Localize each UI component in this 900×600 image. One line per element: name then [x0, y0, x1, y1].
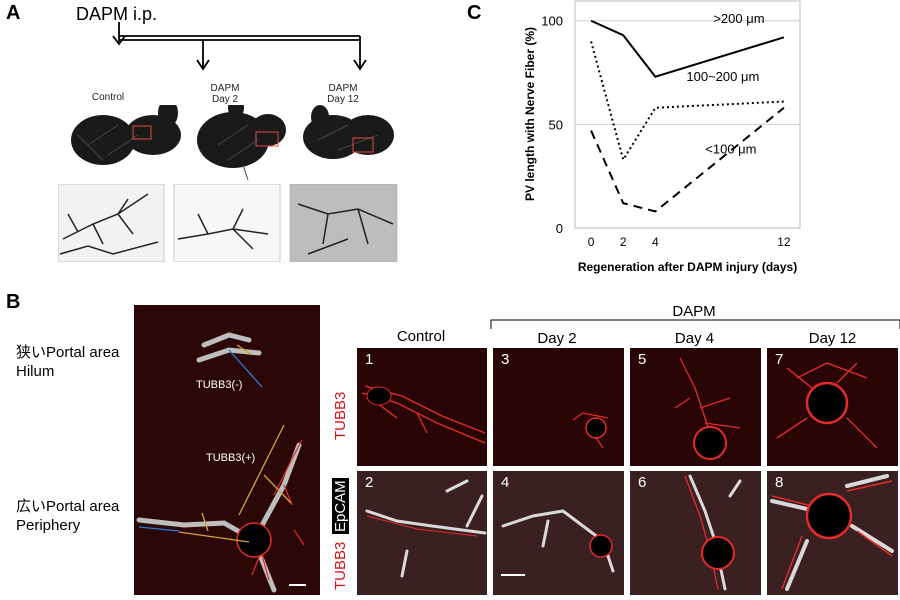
series-label: 100~200 μm	[686, 69, 759, 84]
overview-micrograph: TUBB3(-) TUBB3(+)	[134, 305, 320, 595]
tile-number: 3	[501, 351, 510, 368]
tubb3-negative-annotation: TUBB3(-)	[196, 379, 243, 391]
tile-number: 2	[365, 474, 374, 491]
photo-label-dapm-day2: DAPM Day 2	[210, 83, 240, 105]
injection-timeline	[112, 22, 367, 71]
micrograph-tile-5: 5	[630, 348, 761, 466]
tubb3-positive-annotation: TUBB3(+)	[206, 452, 256, 464]
photo-label-dapm-day12: DAPM Day 12	[327, 83, 359, 105]
panel-b-letter: B	[6, 291, 21, 313]
micrograph-tile-8: 8	[767, 471, 898, 595]
column-header-day2: Day 2	[537, 330, 577, 347]
wide-portal-area-label: 広いPortal area Periphery	[16, 498, 120, 534]
injection-label: DAPM i.p.	[76, 4, 158, 24]
dapm-bracket	[490, 319, 900, 329]
row2-tubb3-label: TUBB3	[332, 541, 349, 590]
x-tick-label: 2	[620, 235, 627, 249]
series-label: >200 μm	[713, 11, 764, 26]
panel-c-letter: C	[467, 2, 482, 24]
dapm-group-header: DAPM	[672, 303, 716, 320]
row1-tubb3-label: TUBB3	[332, 391, 349, 440]
tile-number: 5	[638, 351, 647, 368]
row2-epcam-label: EpCAM	[332, 478, 349, 534]
plot-frame	[574, 0, 801, 229]
liver-whole-mount-images	[71, 105, 394, 181]
nerve-fiber-line-chart: 0 50 100 0 2 4 12 Regeneration after DAPM injur…	[523, 0, 801, 274]
magnified-inset-images	[58, 184, 398, 262]
micrograph-tile-2: 2	[357, 471, 487, 595]
x-tick-label: 4	[652, 235, 659, 249]
narrow-portal-area-label: 狭いPortal area Hilum	[16, 344, 120, 380]
micrograph-tile-7: 7	[767, 348, 898, 466]
tile-number: 7	[775, 351, 784, 368]
column-header-control: Control	[396, 328, 446, 345]
series-label: <100 μm	[705, 141, 756, 156]
panel-a-letter: A	[6, 2, 21, 24]
series-line-3	[590, 107, 785, 213]
x-axis-label: Regeneration after DAPM injury (days)	[578, 260, 797, 274]
x-tick-label: 12	[777, 235, 791, 249]
tile-number: 8	[775, 474, 784, 491]
column-header-day4: Day 4	[674, 330, 715, 347]
tile-number: 1	[365, 351, 374, 368]
micrograph-tile-6: 6	[630, 471, 761, 595]
column-header-day12: Day 12	[808, 330, 857, 347]
tile-number: 4	[501, 474, 510, 491]
y-axis-label: PV length with Nerve Fiber (%)	[523, 27, 537, 201]
x-tick-label: 0	[588, 235, 595, 249]
photo-label-control: Control	[91, 92, 125, 103]
tile-number: 6	[638, 474, 647, 491]
y-tick-label: 50	[549, 117, 563, 132]
y-tick-label: 0	[556, 221, 563, 236]
micrograph-tile-1: 1	[357, 348, 487, 466]
series-line-2	[590, 41, 784, 163]
micrograph-tile-3: 3	[493, 348, 624, 466]
series-line-1	[590, 19, 785, 78]
y-tick-label: 100	[541, 14, 563, 29]
micrograph-tile-4: 4	[493, 471, 624, 595]
